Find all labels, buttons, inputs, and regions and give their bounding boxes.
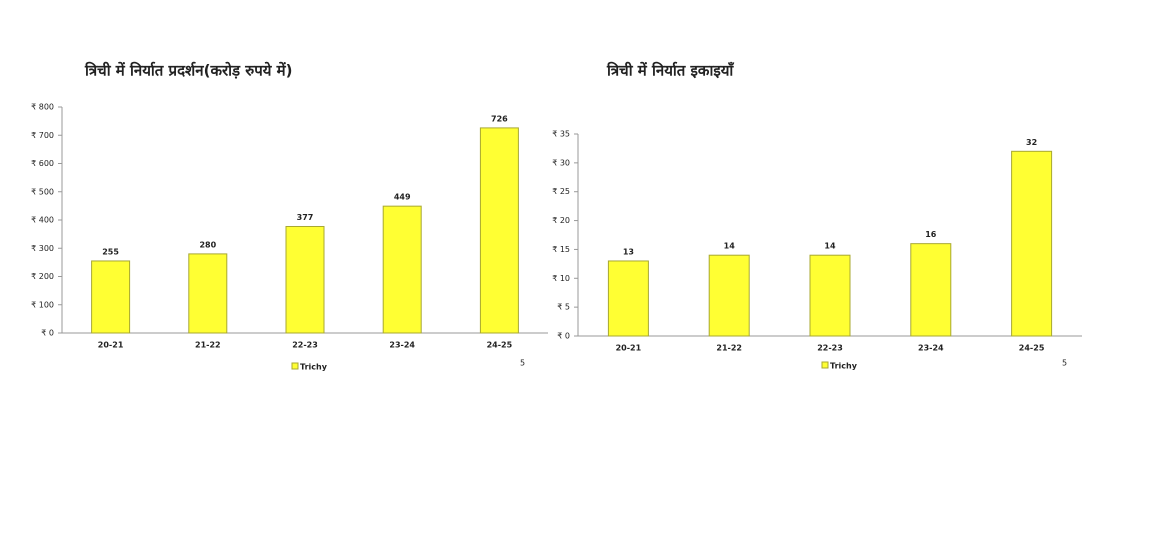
- bar: [1011, 150, 1053, 337]
- legend-swatch: [821, 361, 829, 369]
- chart-title: त्रिची में निर्यात प्रदर्शन(करोड़ रुपये …: [84, 62, 292, 80]
- bar: [479, 127, 519, 334]
- x-tick-label: 23-24: [918, 344, 944, 353]
- y-tick-label: ₹ 15: [552, 245, 570, 254]
- bar: [607, 260, 649, 337]
- bar: [91, 260, 131, 334]
- data-label: 14: [724, 242, 736, 251]
- data-label: 14: [824, 242, 836, 251]
- y-tick-label: ₹ 0: [41, 329, 54, 338]
- y-tick-label: ₹ 30: [552, 158, 570, 167]
- bar: [285, 225, 325, 334]
- x-tick-label: 24-25: [1019, 344, 1045, 353]
- y-tick-label: ₹ 400: [31, 216, 54, 225]
- y-tick-label: ₹ 200: [31, 272, 54, 281]
- x-tick-label: 21-22: [195, 341, 221, 350]
- data-label: 32: [1026, 138, 1037, 147]
- page-number: 5: [520, 359, 525, 368]
- x-tick-label: 22-23: [817, 344, 843, 353]
- y-tick-label: ₹ 800: [31, 103, 54, 112]
- y-tick-label: ₹ 35: [552, 130, 570, 139]
- data-label: 280: [199, 240, 216, 249]
- y-tick-label: ₹ 500: [31, 187, 54, 196]
- y-tick-label: ₹ 25: [552, 187, 570, 196]
- data-label: 13: [623, 247, 634, 256]
- x-tick-label: 20-21: [616, 344, 642, 353]
- y-tick-label: ₹ 0: [557, 332, 570, 341]
- page-number: 5: [1062, 359, 1067, 368]
- x-tick-label: 21-22: [716, 344, 742, 353]
- y-tick-label: ₹ 700: [31, 131, 54, 140]
- y-tick-label: ₹ 10: [552, 274, 570, 283]
- legend-swatch: [291, 362, 299, 370]
- bar: [708, 254, 750, 337]
- y-tick-label: ₹ 600: [31, 159, 54, 168]
- legend-label: Trichy: [300, 363, 328, 372]
- bar: [910, 243, 952, 337]
- data-label: 377: [297, 213, 314, 222]
- y-tick-label: ₹ 20: [552, 216, 570, 225]
- y-tick-label: ₹ 5: [557, 303, 570, 312]
- legend-label: Trichy: [830, 362, 858, 371]
- data-label: 449: [394, 193, 411, 202]
- x-tick-label: 20-21: [98, 341, 124, 350]
- data-label: 16: [925, 230, 937, 239]
- x-tick-label: 22-23: [292, 341, 318, 350]
- y-tick-label: ₹ 100: [31, 300, 54, 309]
- bar: [809, 254, 851, 337]
- x-tick-label: 23-24: [389, 341, 415, 350]
- y-tick-label: ₹ 300: [31, 244, 54, 253]
- x-tick-label: 24-25: [487, 341, 513, 350]
- data-label: 726: [491, 114, 508, 123]
- bar: [188, 253, 228, 334]
- data-label: 255: [102, 247, 119, 256]
- bar: [382, 205, 422, 334]
- chart-title: त्रिची में निर्यात इकाइयाँ: [606, 62, 735, 80]
